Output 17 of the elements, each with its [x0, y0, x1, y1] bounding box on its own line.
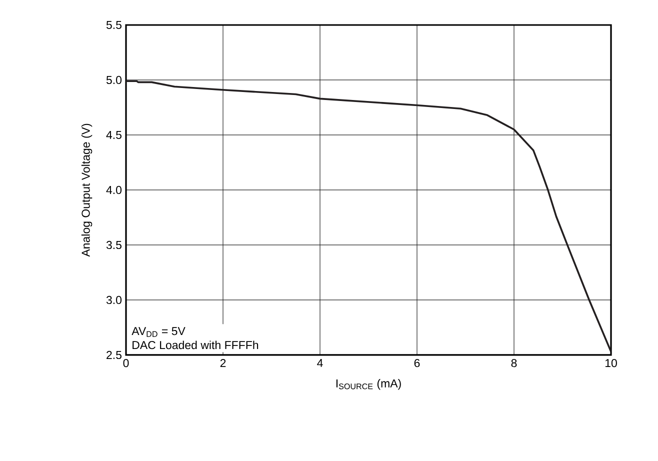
y-tick-label: 4.0	[106, 186, 122, 194]
x-axis-title: I$_{SOURCE}$ (mA)	[336, 379, 401, 390]
y-tick-label: 4.5	[106, 130, 122, 139]
annotation: DAC Loaded with FFFFh	[132, 340, 258, 350]
y-axis-title: Analog Output Voltage (V)	[81, 124, 92, 257]
x-tick-label: 0	[123, 359, 129, 368]
y-tick-label: 5.5	[106, 20, 122, 29]
y-tick-label: 5.0	[106, 76, 122, 84]
y-tick-label: 3.5	[106, 240, 122, 250]
x-tick-label: 4	[317, 359, 323, 367]
x-tick-label: 8	[511, 359, 517, 368]
x-tick-label: 2	[220, 359, 226, 368]
annotation: AV$_{DD}$ = 5V	[132, 327, 186, 337]
x-tick-label: 6	[414, 359, 420, 368]
y-tick-label: 3.0	[106, 296, 122, 304]
x-tick-label: 10	[605, 359, 617, 368]
y-tick-label: 2.5	[106, 350, 122, 360]
